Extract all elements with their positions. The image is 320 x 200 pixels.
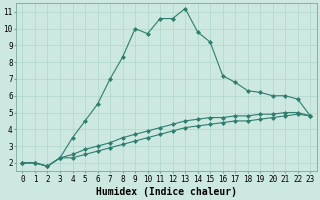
X-axis label: Humidex (Indice chaleur): Humidex (Indice chaleur) — [96, 186, 237, 197]
